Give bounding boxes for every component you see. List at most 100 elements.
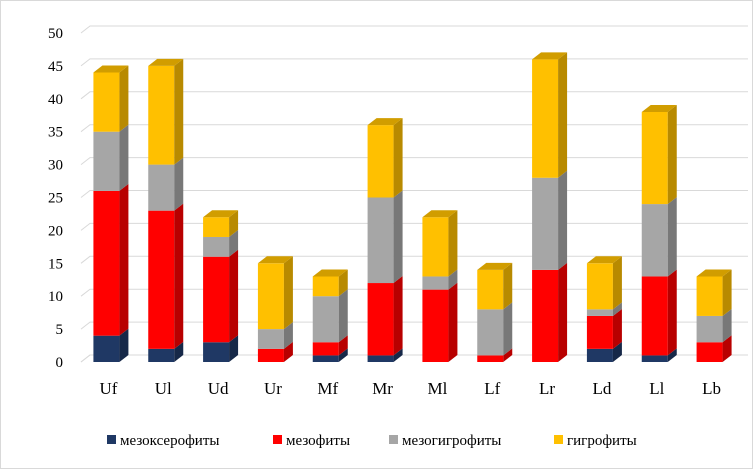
legend: мезоксерофиты мезофиты мезогигрофиты гигроф… <box>107 433 637 449</box>
bar-front <box>696 315 723 343</box>
bar-segment <box>532 170 568 270</box>
bar-side <box>722 308 732 343</box>
legend-swatch <box>273 435 282 444</box>
gridline <box>80 157 748 165</box>
y-tick-label: 20 <box>48 223 63 239</box>
gridline <box>80 190 748 198</box>
bar-front <box>696 342 723 362</box>
y-tick-label: 15 <box>48 256 63 272</box>
bar-front <box>477 309 504 356</box>
baseline <box>80 354 748 363</box>
bar-segment <box>367 276 403 356</box>
bar-side <box>448 269 458 290</box>
y-axis-ticks: 0 5 10 15 20 25 30 35 40 45 50 <box>48 26 63 371</box>
bar-top <box>696 269 732 277</box>
bar-segment <box>532 52 568 178</box>
y-tick-label: 35 <box>48 125 63 141</box>
bar-side <box>283 341 293 362</box>
gridline <box>80 255 748 264</box>
bar-segment <box>586 302 622 316</box>
bar-side <box>393 276 403 356</box>
gridline <box>80 124 748 133</box>
bar-column-lr <box>532 52 568 362</box>
bar-top <box>532 52 568 60</box>
bar-side <box>119 328 129 362</box>
x-category-label: Lr <box>539 379 555 398</box>
bar-column-ud <box>203 210 239 362</box>
bar-segment <box>148 341 184 362</box>
bar-segment <box>586 341 622 362</box>
bar-front <box>422 276 449 290</box>
bar-column-ul <box>148 58 184 362</box>
y-tick-label: 30 <box>48 158 63 174</box>
bar-side <box>612 341 622 362</box>
bar-front <box>148 164 175 211</box>
legend-label: мезоксерофиты <box>120 433 219 449</box>
bar-column-uf <box>93 65 129 362</box>
bar-top <box>477 262 513 270</box>
bar-segment <box>203 229 239 257</box>
bar-front <box>532 177 559 270</box>
bar-top <box>93 65 129 73</box>
bar-front <box>148 348 175 362</box>
legend-item: мезоксерофиты <box>107 433 219 449</box>
x-axis-categories: Uf Ul Ud Ur Mf Mr Ml Lf Lr Ld Ll Lb <box>99 379 721 398</box>
bar-column-ur <box>257 256 293 362</box>
bar-side <box>558 52 568 178</box>
bar-front <box>257 263 284 330</box>
bar-front <box>367 197 394 284</box>
y-tick-label: 25 <box>48 191 63 207</box>
bar-side <box>338 289 348 343</box>
bar-front <box>367 283 394 356</box>
bar-front <box>148 65 175 165</box>
legend-item: гигрофиты <box>554 433 637 449</box>
bar-segment <box>148 203 184 349</box>
bar-column-mr <box>367 118 403 362</box>
x-category-label: Uf <box>99 379 117 398</box>
bar-front <box>312 355 339 362</box>
bar-side <box>503 302 513 356</box>
bar-front <box>203 342 230 362</box>
gridlines <box>80 25 748 363</box>
bar-segment <box>148 58 184 165</box>
bar-side <box>229 249 239 343</box>
bar-front <box>586 309 613 316</box>
x-category-label: Lb <box>702 379 721 398</box>
bar-top <box>312 269 348 277</box>
bar-front <box>586 315 613 349</box>
legend-item: мезофиты <box>273 433 350 449</box>
bar-front <box>367 355 394 362</box>
bar-side <box>393 190 403 284</box>
bar-segment <box>312 289 348 343</box>
bar-side <box>667 104 677 205</box>
legend-swatch <box>554 435 563 444</box>
bar-front <box>586 263 613 310</box>
bar-segment <box>257 322 293 349</box>
bar-front <box>422 217 449 277</box>
bar-segment <box>422 210 458 277</box>
bar-segment <box>203 249 239 343</box>
bar-side <box>722 269 732 316</box>
bar-front <box>93 335 120 362</box>
y-tick-label: 45 <box>48 59 63 75</box>
bars <box>93 52 732 362</box>
bar-top <box>148 58 184 66</box>
bar-side <box>503 348 513 362</box>
bar-top <box>203 210 239 218</box>
bar-segment <box>422 282 458 362</box>
bar-side <box>393 118 403 198</box>
x-category-label: Mf <box>317 379 338 398</box>
bar-side <box>229 229 239 257</box>
bar-front <box>477 355 504 362</box>
bar-front <box>93 190 120 336</box>
x-category-label: Lf <box>484 379 500 398</box>
bar-side <box>722 335 732 362</box>
bar-segment <box>641 197 677 277</box>
bar-front <box>203 236 230 257</box>
bar-segment <box>641 269 677 356</box>
bar-front <box>148 210 175 349</box>
bar-column-ld <box>586 256 622 362</box>
bar-side <box>338 269 348 297</box>
gridline <box>80 321 748 330</box>
bar-segment <box>367 118 403 198</box>
